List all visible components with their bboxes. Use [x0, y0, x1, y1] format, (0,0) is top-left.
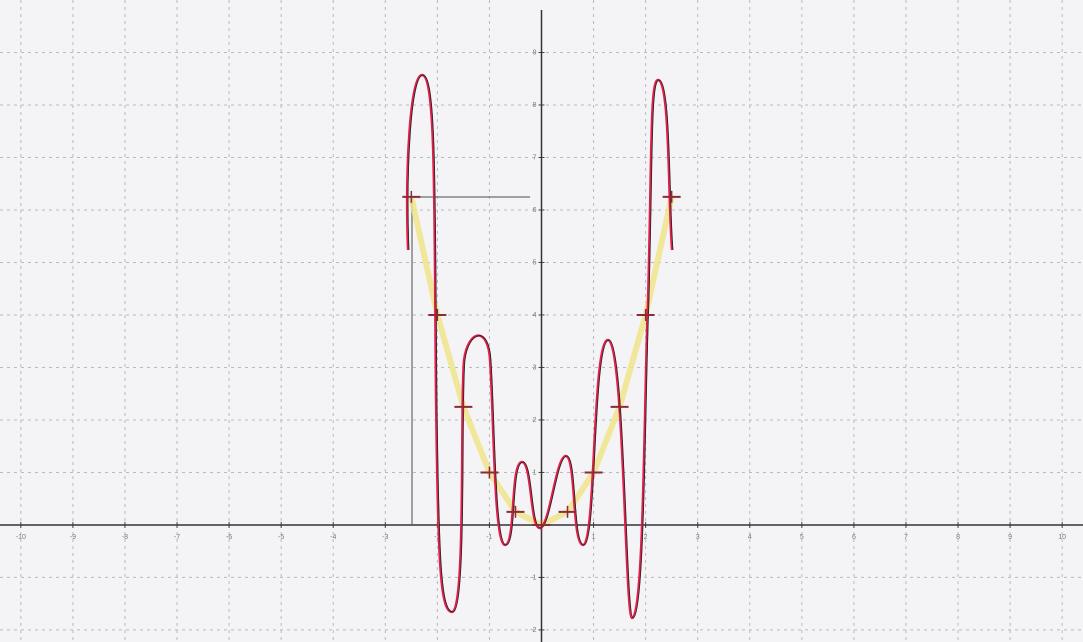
y-tick-label: 4	[533, 312, 537, 319]
x-tick-label: -4	[330, 534, 336, 541]
x-tick-label: -1	[486, 534, 492, 541]
x-tick-label: 1	[592, 534, 596, 541]
point-marker	[480, 466, 499, 479]
x-tick-label: -7	[174, 534, 180, 541]
x-tick-label: 7	[904, 534, 908, 541]
point-marker	[584, 466, 603, 479]
x-tick-label: 4	[748, 534, 752, 541]
wave-outline	[407, 74, 674, 619]
point-marker	[428, 308, 447, 321]
x-tick-label: 9	[1008, 534, 1012, 541]
marks	[402, 190, 681, 531]
y-tick-label: 2	[533, 417, 537, 424]
guide-line	[411, 196, 530, 525]
point-marker	[636, 308, 655, 321]
x-tick-label: -3	[382, 534, 388, 541]
axes: -10 -9 -8 -7 -6 -5 -4 -3 -2 -1 1 2 3 4 5 6 7 8 9 10 -2 -1 1 2 3 4…	[0, 10, 1083, 642]
y-tick-label: 7	[533, 154, 537, 161]
y-tick-label: 6	[533, 207, 537, 214]
x-tick-label: -8	[122, 534, 128, 541]
x-tick-label: -5	[278, 534, 284, 541]
x-tick-label: 6	[852, 534, 856, 541]
point-marker	[558, 505, 577, 518]
y-tick-label: -1	[530, 574, 536, 581]
x-tick-label: 5	[800, 534, 804, 541]
x-tick-label: -9	[70, 534, 76, 541]
point-marker	[454, 400, 473, 413]
y-tick-label: 5	[533, 259, 537, 266]
wave-curve	[405, 73, 674, 620]
point-marker	[402, 190, 421, 203]
x-tick-label: -2	[434, 534, 440, 541]
x-tick-label: 2	[644, 534, 648, 541]
x-tick-label: 8	[956, 534, 960, 541]
y-tick-label: 1	[533, 469, 537, 476]
point-marker	[662, 190, 681, 203]
x-tick-label: 3	[696, 534, 700, 541]
point-marker	[532, 518, 551, 531]
y-tick-label: 3	[533, 364, 537, 371]
y-tick-label: -2	[530, 627, 536, 634]
point-marker	[610, 400, 629, 413]
x-tick-label: -10	[16, 534, 26, 541]
x-tick-label: -6	[226, 534, 232, 541]
y-tick-label: 9	[533, 49, 537, 56]
x-tick-label: 10	[1058, 534, 1066, 541]
y-tick-label: 8	[533, 102, 537, 109]
point-marker	[506, 505, 525, 518]
